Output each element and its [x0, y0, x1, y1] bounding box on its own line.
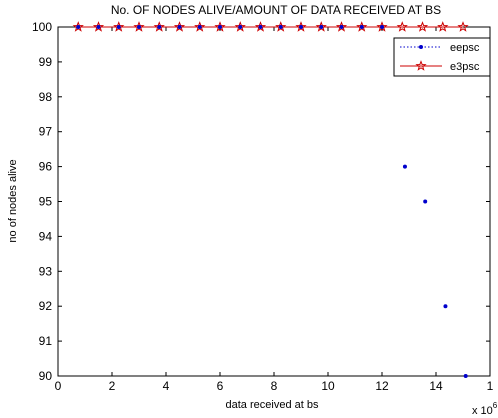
data-point-eepsc	[96, 25, 101, 29]
y-tick-label: 93	[39, 264, 53, 278]
data-point-eepsc	[278, 25, 283, 29]
x-axis-multiplier-base: x 10	[472, 405, 493, 417]
x-tick-label: 14	[429, 379, 443, 393]
y-tick-label: 91	[39, 334, 53, 348]
y-tick-label: 94	[39, 229, 53, 243]
x-tick-label: 12	[375, 379, 389, 393]
x-tick-label: 10	[321, 379, 335, 393]
data-point-eepsc	[157, 25, 162, 29]
y-tick-label: 98	[39, 90, 53, 104]
chart-title: No. OF NODES ALIVE/AMOUNT OF DATA RECEIV…	[111, 3, 441, 17]
legend-e3psc-label: e3psc	[450, 61, 480, 73]
data-point-eepsc	[443, 304, 448, 309]
y-tick-label: 99	[39, 55, 53, 69]
x-axis-label: data received at bs	[226, 399, 319, 411]
data-point-eepsc	[218, 25, 222, 29]
data-point-eepsc	[137, 25, 141, 29]
y-tick-label: 97	[39, 125, 53, 139]
data-point-eepsc	[359, 25, 364, 29]
data-point-e3psc	[457, 21, 469, 32]
y-tick-label: 100	[32, 20, 52, 34]
data-point-eepsc	[423, 199, 428, 204]
y-tick-label: 90	[39, 369, 53, 383]
data-point-e3psc	[396, 21, 408, 32]
y-tick-label: 96	[39, 160, 53, 174]
data-point-eepsc	[177, 25, 182, 29]
data-point-eepsc	[339, 25, 344, 29]
data-point-eepsc	[76, 25, 81, 29]
plot-area	[57, 26, 491, 377]
legend-box	[393, 37, 491, 77]
x-tick-label: 0	[55, 379, 62, 393]
x-axis-multiplier: x 106	[472, 401, 498, 417]
data-point-eepsc	[299, 25, 303, 29]
data-point-eepsc	[116, 25, 121, 29]
y-axis-label: no of nodes alive	[7, 159, 19, 242]
x-tick-label: 4	[163, 379, 170, 393]
data-point-eepsc	[319, 25, 324, 29]
y-tick-label: 95	[39, 195, 53, 209]
legend: eepsc e3psc	[393, 37, 491, 77]
legend-e3psc-marker	[415, 60, 427, 71]
data-point-e3psc	[437, 21, 449, 32]
data-point-e3psc	[416, 21, 429, 32]
x-tick-label: 8	[271, 379, 278, 393]
x-tick-label: 6	[217, 379, 224, 393]
legend-eepsc-marker	[419, 45, 423, 49]
series-layer	[72, 21, 469, 378]
x-axis-multiplier-exponent: 6	[493, 401, 498, 410]
x-tick-label: 2	[109, 379, 116, 393]
data-point-eepsc	[258, 25, 263, 29]
y-tick-label: 92	[39, 299, 53, 313]
x-tick-label: 1	[487, 379, 494, 393]
legend-eepsc-label: eepsc	[450, 42, 480, 54]
axis-ticks: 0 2 4 6 8 10 12 14 1 90 91 92 93 94 95 96 97 98 99 100	[32, 20, 494, 393]
data-point-eepsc	[197, 25, 202, 29]
data-point-eepsc	[238, 25, 243, 29]
data-point-eepsc	[402, 164, 407, 169]
data-point-eepsc	[380, 25, 384, 29]
data-point-eepsc	[463, 374, 468, 378]
